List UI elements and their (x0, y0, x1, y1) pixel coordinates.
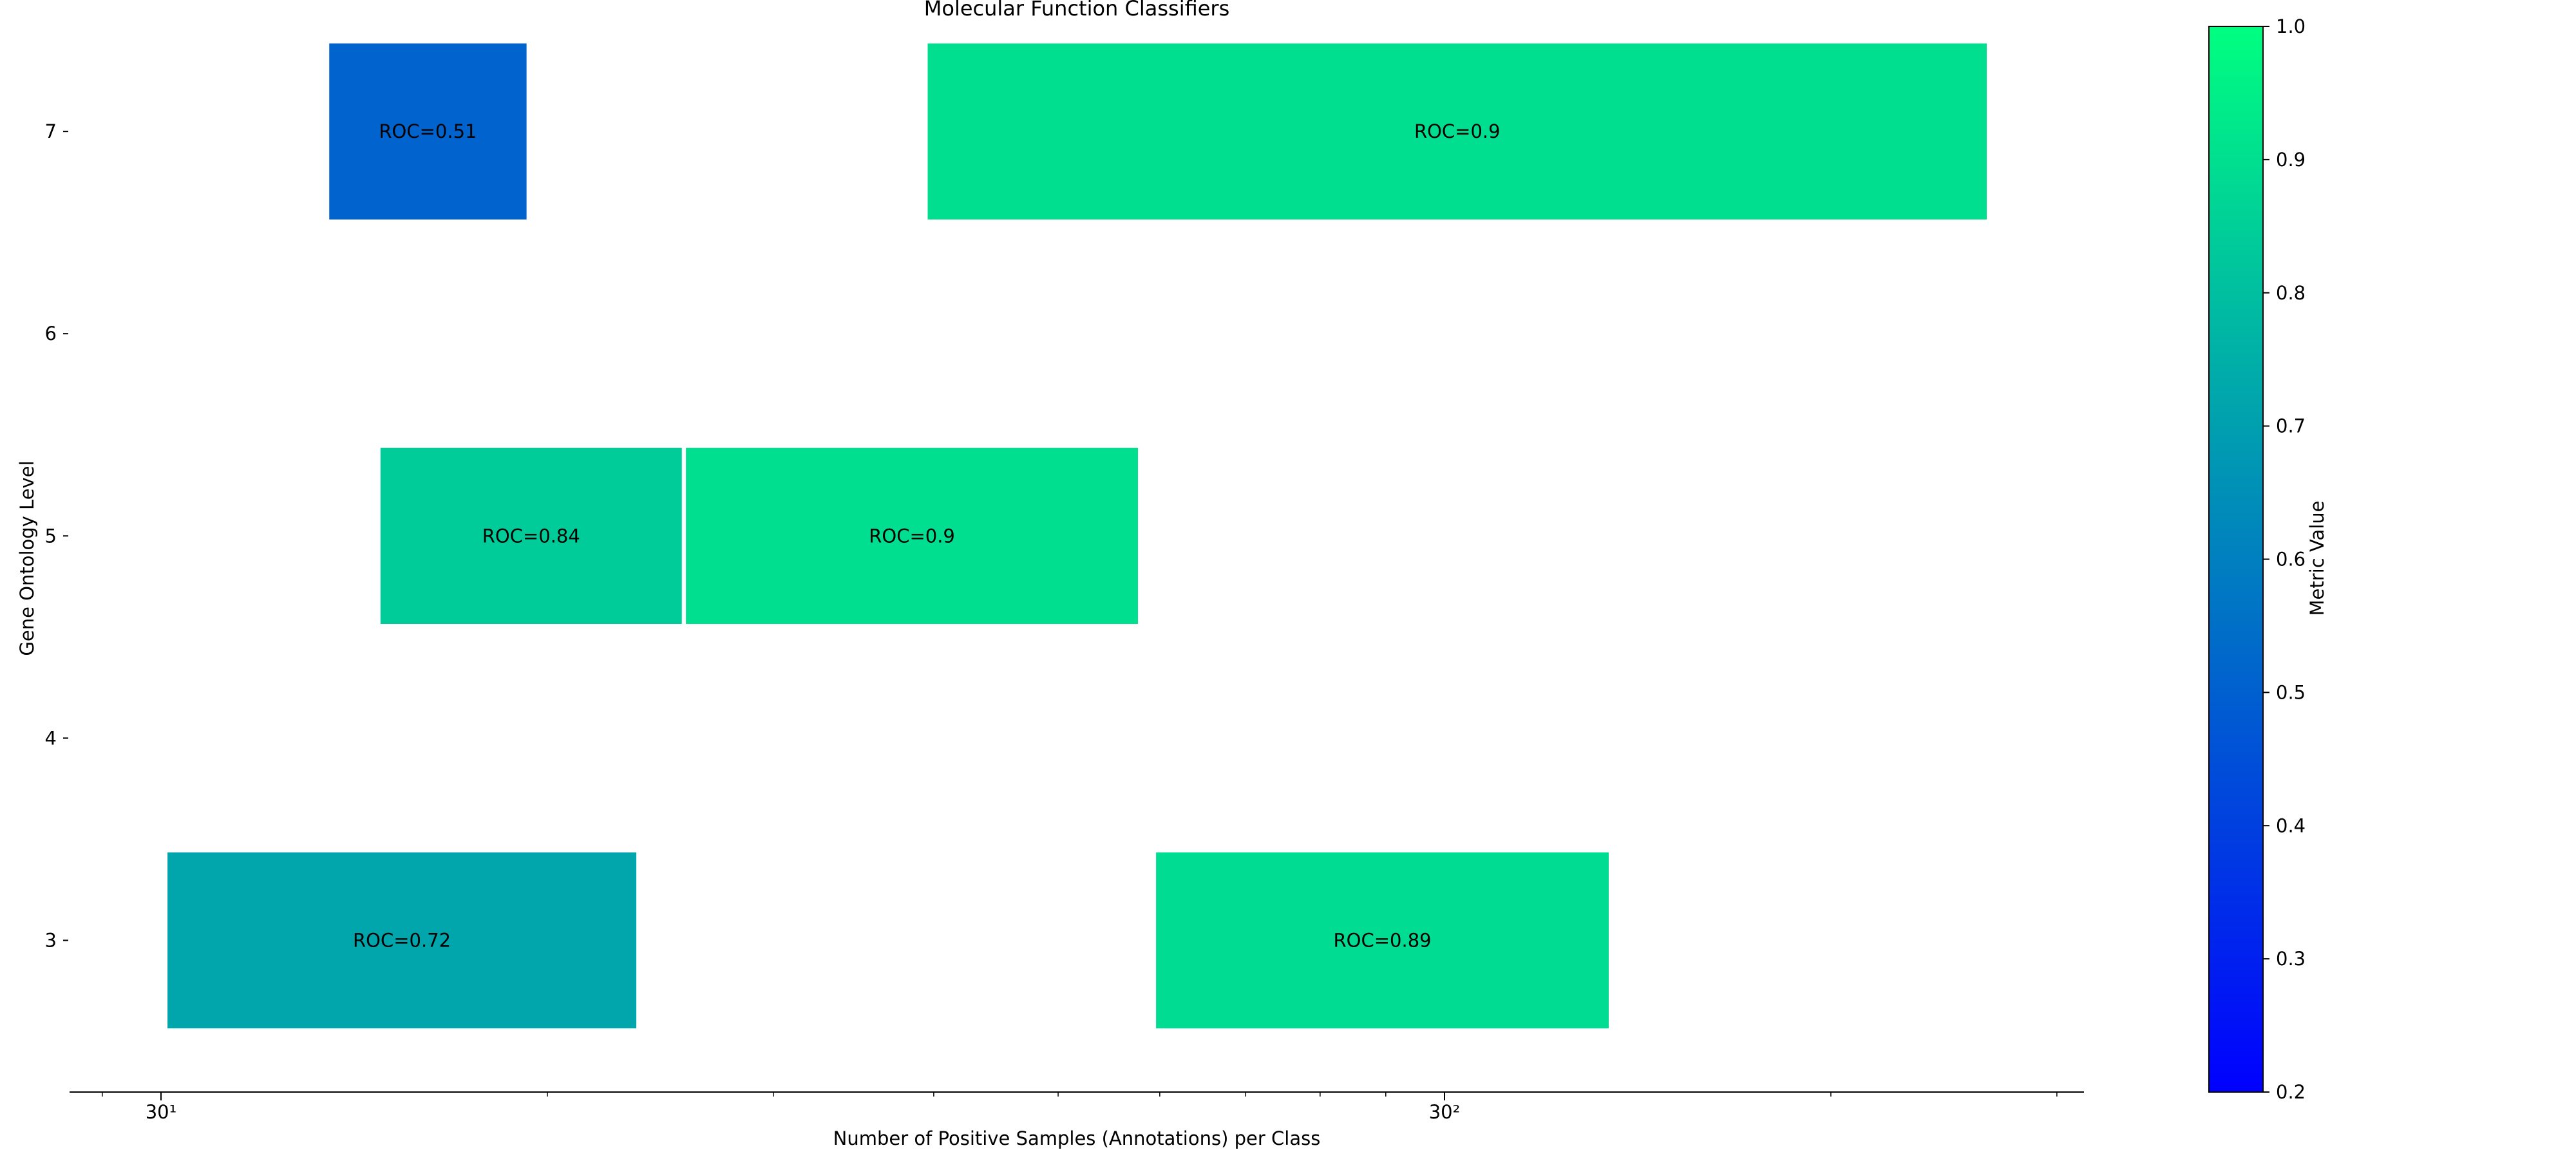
colorbar-tick-label-3: 0.5 (2276, 681, 2306, 703)
y-tick-label-3: 6 (45, 323, 57, 344)
x-tick-label-1: 30² (1429, 1101, 1461, 1123)
chart-title: Molecular Function Classifiers (924, 0, 1230, 21)
y-tick-label-4: 7 (45, 120, 57, 142)
y-axis: 3 4 5 6 7 (45, 120, 68, 951)
colorbar-tick-label-8: 1.0 (2276, 15, 2306, 37)
x-tick-label-0: 30¹ (146, 1101, 177, 1123)
bar-label-0: ROC=0.51 (379, 120, 477, 142)
colorbar-tick-label-5: 0.7 (2276, 415, 2306, 437)
y-tick-label-0: 3 (45, 929, 57, 951)
bar-label-4: ROC=0.72 (353, 929, 451, 951)
bar-label-1: ROC=0.9 (1414, 120, 1501, 142)
bar-level-5-3 (684, 446, 1141, 626)
bar-label-3: ROC=0.9 (869, 525, 955, 547)
x-axis: 30¹ 30² (70, 1091, 2084, 1123)
bar-level-7-1 (925, 41, 1989, 221)
y-tick-label-2: 5 (45, 525, 57, 547)
bar-level-3-5 (1154, 850, 1611, 1031)
bar-level-3-4 (166, 850, 639, 1031)
colorbar-tick-label-2: 0.4 (2276, 815, 2306, 836)
colorbar-tick-label-1: 0.3 (2276, 948, 2306, 970)
colorbar-tick-label-7: 0.9 (2276, 149, 2306, 171)
colorbar-tick-label-4: 0.6 (2276, 549, 2306, 570)
y-axis-label: Gene Ontology Level (16, 460, 38, 655)
x-axis-label: Number of Positive Samples (Annotations)… (833, 1127, 1321, 1149)
bar-label-5: ROC=0.89 (1334, 929, 1432, 951)
colorbar-gradient (2208, 26, 2264, 1093)
bar-level-5-2 (378, 446, 684, 626)
bar-level-7-0 (327, 41, 529, 221)
bars-layer: ROC=0.51 ROC=0.9 ROC=0.84 ROC=0.9 ROC=0.72 RO… (166, 41, 1989, 1031)
colorbar-tick-label-0: 0.2 (2276, 1081, 2306, 1103)
colorbar-tick-label-6: 0.8 (2276, 282, 2306, 304)
colorbar-label: Metric Value (2306, 500, 2328, 616)
y-tick-label-1: 4 (45, 727, 57, 749)
bar-label-2: ROC=0.84 (482, 525, 580, 547)
colorbar: 0.2 0.3 0.4 0.5 0.6 0.7 0.8 0.9 1.0 (2208, 15, 2306, 1103)
